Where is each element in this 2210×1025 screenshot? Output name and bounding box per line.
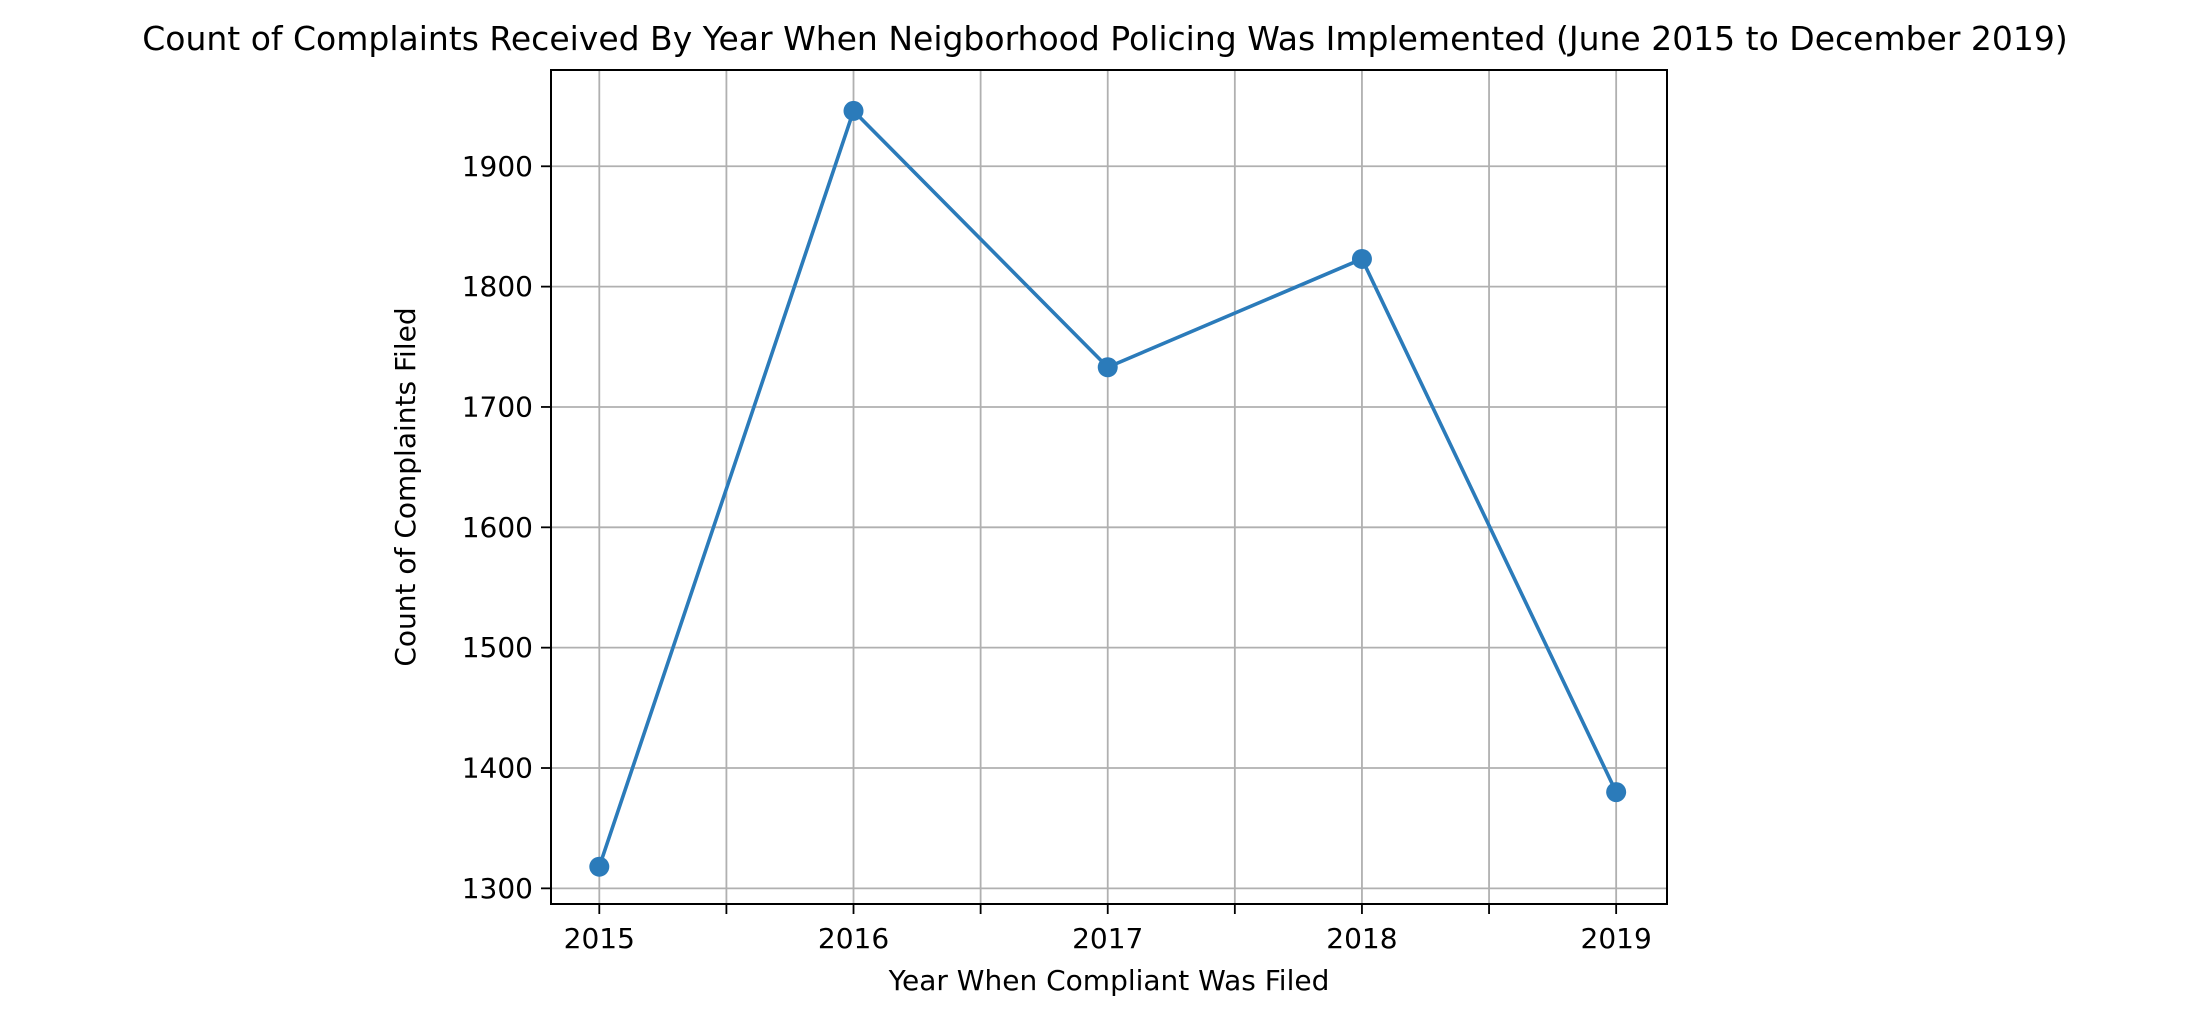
y-tick-label: 1500 [462, 631, 533, 664]
plot-area-frame [550, 69, 1668, 905]
x-tick-label: 2017 [1072, 922, 1143, 955]
chart-title: Count of Complaints Received By Year Whe… [142, 19, 2068, 58]
x-tick-label: 2018 [1326, 922, 1397, 955]
data-point [1097, 357, 1118, 378]
axis-ticks [541, 165, 1618, 914]
data-point [1606, 782, 1627, 803]
x-axis-label: Year When Compliant Was Filed [888, 964, 1330, 997]
y-tick-label: 1700 [462, 390, 533, 423]
x-tick-label: 2016 [818, 922, 889, 955]
y-axis-label: Count of Complaints Filed [389, 307, 422, 666]
series-layer [589, 100, 1627, 877]
x-tick-label: 2019 [1581, 922, 1652, 955]
data-point [589, 856, 610, 877]
x-tick-label: 2015 [564, 922, 635, 955]
y-tick-label: 1900 [462, 150, 533, 183]
axis-tick-labels: 2015 2016 2017 2018 2019 1300 1400 1500 1600 1700… [462, 150, 1652, 955]
y-tick-label: 1600 [462, 511, 533, 544]
data-point [1351, 248, 1372, 269]
y-tick-label: 1800 [462, 270, 533, 303]
data-point [843, 100, 864, 121]
y-tick-label: 1400 [462, 752, 533, 785]
y-tick-label: 1300 [462, 872, 533, 905]
